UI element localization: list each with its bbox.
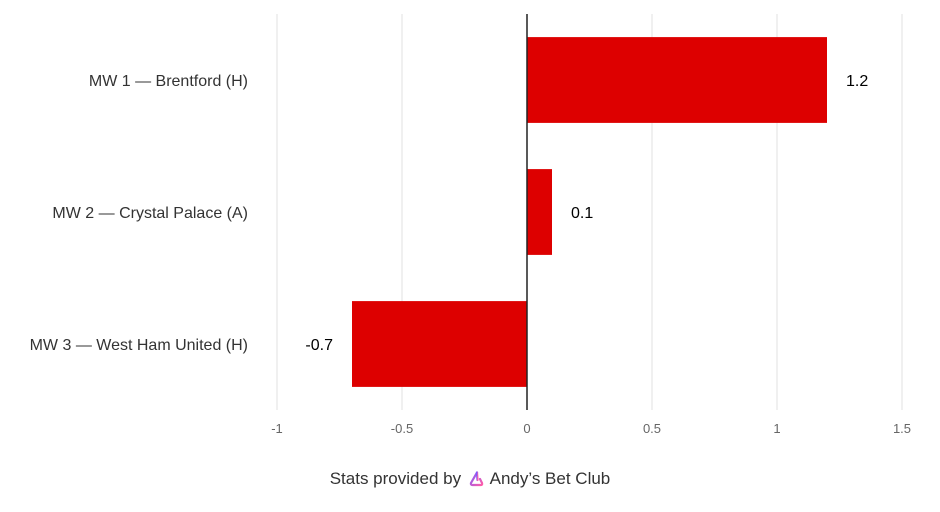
bars	[352, 37, 827, 387]
labels: -1 -0.5 0 0.5 1 1.5 MW 1 — Brentford (H) 1.2 MW …	[30, 73, 911, 436]
x-tick-label: 0.5	[643, 421, 661, 436]
category-label: MW 2 — Crystal Palace (A)	[52, 205, 248, 222]
andys-bet-club-logo-icon	[469, 471, 484, 492]
bar	[527, 37, 827, 123]
attribution-prefix: Stats provided by	[329, 469, 462, 488]
x-tick-label: -1	[271, 421, 283, 436]
x-tick-label: 1	[773, 421, 780, 436]
bar-chart: -1 -0.5 0 0.5 1 1.5 MW 1 — Brentford (H) 1.2 MW …	[30, 14, 911, 436]
x-tick-label: -0.5	[391, 421, 413, 436]
data-label: 1.2	[846, 73, 868, 90]
attribution-brand: Andy’s Bet Club	[489, 469, 611, 488]
x-tick-label: 1.5	[893, 421, 911, 436]
data-label: 0.1	[571, 205, 593, 222]
category-label: MW 1 — Brentford (H)	[89, 73, 248, 90]
data-label: -0.7	[305, 337, 333, 354]
x-tick-label: 0	[523, 421, 530, 436]
bar	[352, 301, 527, 387]
bar	[527, 169, 552, 255]
attribution: Stats provided by Andy’s Bet Club	[0, 469, 940, 492]
category-label: MW 3 — West Ham United (H)	[30, 337, 248, 354]
